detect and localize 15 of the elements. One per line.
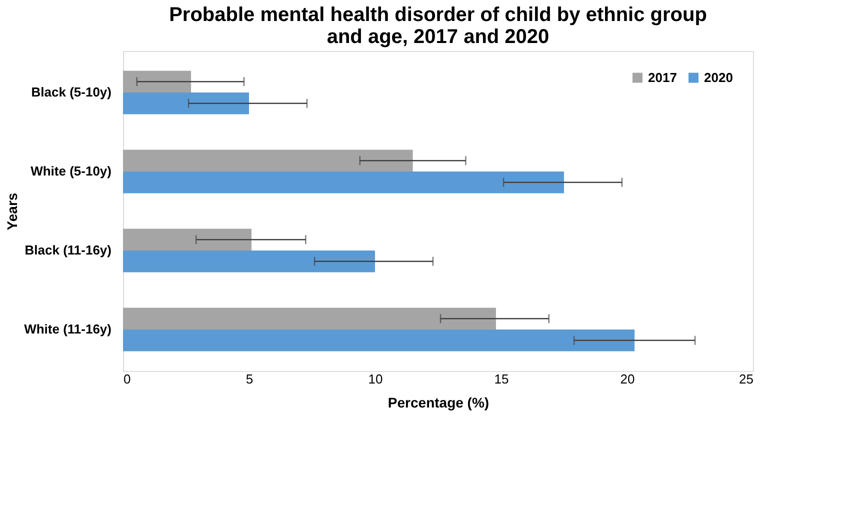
x-tick-label: 15 [494, 372, 509, 386]
x-tick-label: 20 [620, 372, 635, 386]
legend-label: 2020 [704, 70, 733, 85]
y-tick-label: White (11-16y) [24, 322, 112, 337]
y-axis-title: Years [4, 192, 20, 230]
x-tick-label: 0 [124, 372, 131, 386]
legend-label: 2017 [648, 70, 677, 85]
x-axis-title: Percentage (%) [388, 394, 490, 410]
y-tick-label: White (5-10y) [30, 163, 112, 178]
chart-title: Probable mental health disorder of child by ethnic group and age, 2017 and 2020 [169, 4, 707, 48]
y-tick-label: Black (11-16y) [24, 242, 112, 258]
x-tick-label: 5 [246, 372, 254, 386]
y-tick-label: Black (5-10y) [31, 84, 112, 100]
x-tick-label: 10 [368, 372, 383, 386]
x-tick-label: 25 [739, 372, 754, 386]
